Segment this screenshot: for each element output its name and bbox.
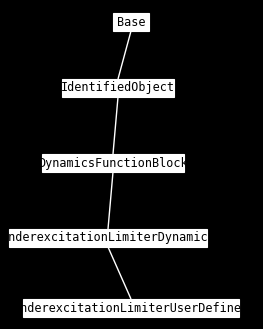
Text: UnderexcitationLimiterUserDefined: UnderexcitationLimiterUserDefined	[13, 301, 249, 315]
FancyBboxPatch shape	[23, 299, 239, 317]
FancyBboxPatch shape	[62, 79, 174, 97]
Text: Base: Base	[117, 15, 145, 29]
FancyBboxPatch shape	[113, 13, 149, 31]
Text: DynamicsFunctionBlock: DynamicsFunctionBlock	[38, 157, 188, 169]
Text: UnderexcitationLimiterDynamics: UnderexcitationLimiterDynamics	[1, 232, 215, 244]
Text: IdentifiedObject: IdentifiedObject	[61, 82, 175, 94]
FancyBboxPatch shape	[42, 154, 184, 172]
FancyBboxPatch shape	[9, 229, 207, 247]
